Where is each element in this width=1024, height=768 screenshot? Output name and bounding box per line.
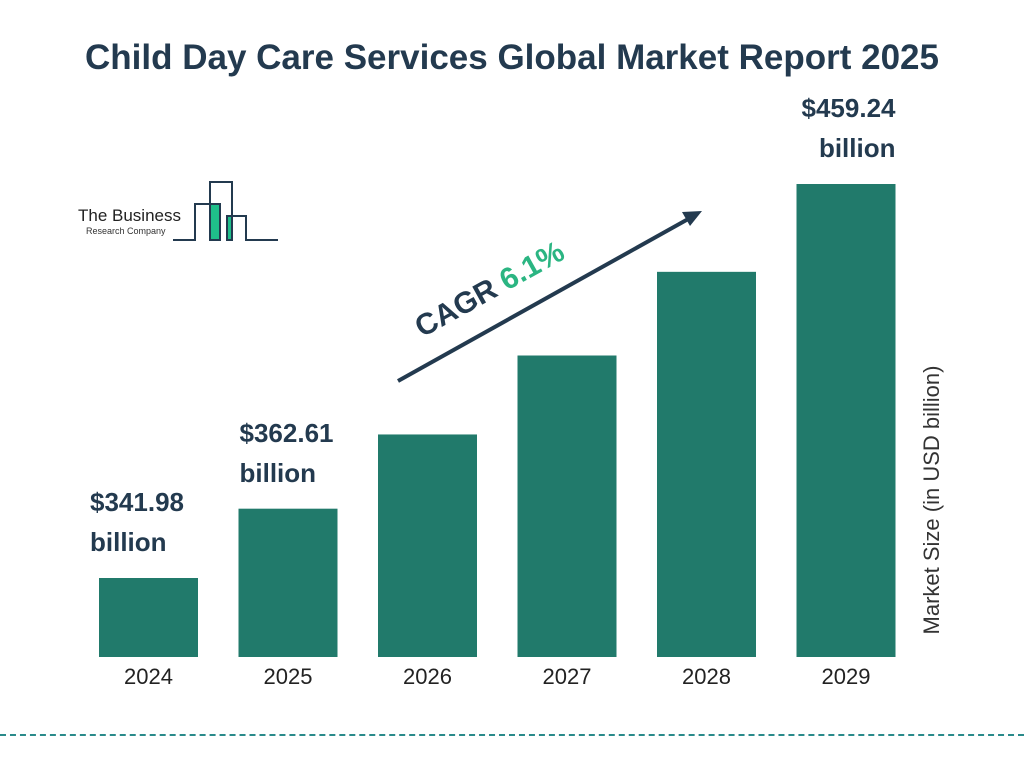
logo-line1: The Business xyxy=(78,206,181,225)
cagr-arrow-line xyxy=(397,216,691,383)
bar-2027 xyxy=(517,355,617,657)
data-label-2025: $362.61 billion xyxy=(240,413,334,493)
x-tick-label: 2024 xyxy=(124,664,173,689)
x-tick-label: 2027 xyxy=(542,664,592,689)
y-axis-label: Market Size (in USD billion) xyxy=(919,365,944,635)
x-tick-label: 2026 xyxy=(403,664,452,689)
x-tick-label: 2029 xyxy=(821,664,871,689)
x-tick-label: 2025 xyxy=(263,664,313,689)
logo-line2: Research Company xyxy=(86,226,166,236)
data-label-value: $341.98 xyxy=(90,487,184,517)
divider xyxy=(0,734,1024,736)
data-label-unit: billion xyxy=(90,527,167,557)
bar-2029 xyxy=(796,184,896,657)
bar-2024 xyxy=(99,578,198,657)
data-label-unit: billion xyxy=(239,457,317,488)
data-label-value: $459.24 xyxy=(801,93,896,123)
chart-title: Child Day Care Services Global Market Re… xyxy=(85,38,939,77)
x-tick-label: 2028 xyxy=(682,664,731,689)
logo-buildings-icon xyxy=(173,181,278,241)
bar-2025 xyxy=(238,508,338,657)
bar-2028 xyxy=(657,271,756,657)
data-label-unit: billion xyxy=(818,133,896,163)
data-label-value: $362.61 xyxy=(239,417,334,448)
bar-2026 xyxy=(378,434,477,657)
cagr-arrow-head xyxy=(682,211,702,226)
data-label-2029: $459.24 billion xyxy=(802,88,896,168)
data-label-2024: $341.98 billion xyxy=(90,482,184,562)
